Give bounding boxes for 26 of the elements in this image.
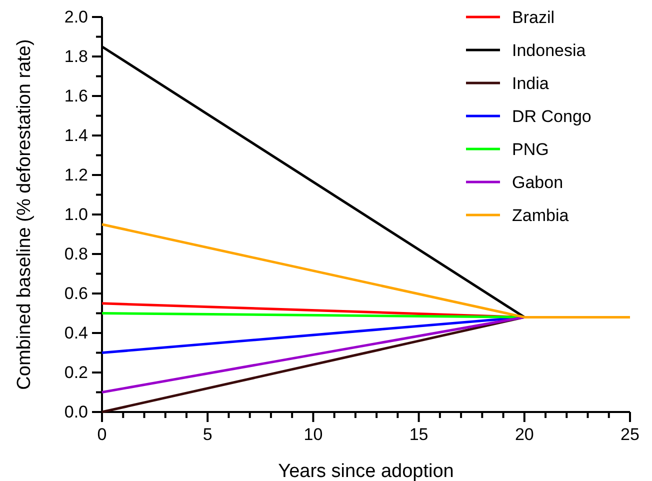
y-tick-label: 1.6 bbox=[64, 86, 88, 106]
legend-label: Zambia bbox=[512, 206, 570, 225]
legend-label: India bbox=[512, 74, 550, 93]
y-tick-label: 0.6 bbox=[64, 284, 88, 303]
y-tick-label: 2.0 bbox=[64, 7, 88, 26]
x-tick-label: 5 bbox=[202, 425, 212, 444]
legend-label: PNG bbox=[512, 140, 549, 159]
y-tick-label: 1.2 bbox=[64, 165, 88, 184]
y-tick-label: 1.0 bbox=[64, 204, 88, 224]
x-tick-label: 0 bbox=[97, 425, 107, 444]
y-tick-label: 0.4 bbox=[64, 323, 88, 342]
legend-label: Gabon bbox=[512, 173, 564, 192]
y-tick-label: 1.4 bbox=[64, 126, 88, 145]
y-tick-label: 0.8 bbox=[64, 244, 88, 264]
legend-label: Brazil bbox=[512, 8, 555, 27]
x-axis-title: Years since adoption bbox=[278, 461, 454, 481]
y-tick-label: 1.8 bbox=[64, 46, 88, 66]
x-tick-label: 20 bbox=[514, 425, 534, 444]
y-tick-label: 0.0 bbox=[64, 402, 88, 422]
y-tick-label: 0.2 bbox=[64, 362, 88, 382]
legend-label: DR Congo bbox=[512, 107, 592, 126]
x-tick-label: 25 bbox=[620, 425, 640, 444]
legend-label: Indonesia bbox=[512, 41, 586, 60]
x-tick-label: 10 bbox=[304, 425, 323, 444]
x-tick-label: 15 bbox=[409, 425, 428, 444]
y-axis-title: Combined baseline (% deforestation rate) bbox=[14, 39, 35, 390]
